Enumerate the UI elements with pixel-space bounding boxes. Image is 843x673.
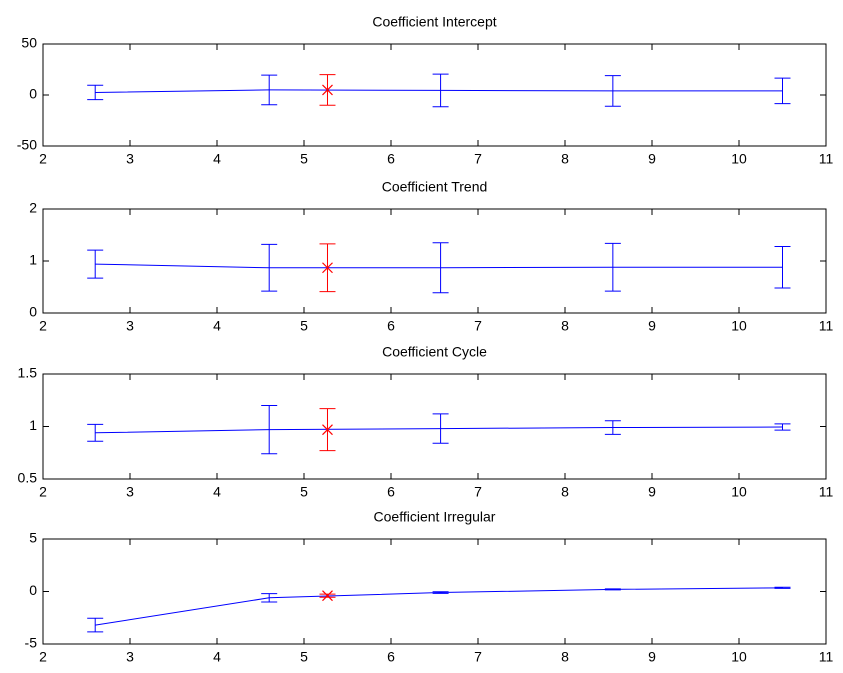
- y-tick-label: 1.5: [18, 365, 38, 381]
- x-tick-label: 3: [126, 318, 134, 334]
- x-tick-label: 2: [39, 484, 47, 500]
- axes-box: [42, 208, 827, 314]
- y-tick-label: -5: [25, 635, 38, 651]
- x-tick-label: 9: [648, 151, 656, 167]
- x-tick-label: 7: [474, 649, 482, 665]
- x-tick-label: 2: [39, 151, 47, 167]
- error-bar: [604, 420, 621, 435]
- x-tick-label: 4: [213, 151, 221, 167]
- x-tick-label: 9: [648, 484, 656, 500]
- x-tick-label: 7: [474, 484, 482, 500]
- series-line: [95, 426, 783, 434]
- x-tick-label: 8: [561, 649, 569, 665]
- marker: [322, 424, 333, 436]
- x-tick-label: 6: [387, 318, 395, 334]
- x-tick-label: 11: [819, 318, 834, 334]
- x-tick-label: 10: [731, 151, 747, 167]
- y-tick-label: 0: [29, 304, 37, 320]
- series-line: [95, 89, 783, 93]
- y-tick-label: 2: [29, 200, 37, 216]
- error-bar: [774, 245, 791, 289]
- x-tick-label: 11: [819, 649, 834, 665]
- x-tick-label: 9: [648, 318, 656, 334]
- error-bar: [432, 73, 449, 108]
- x-tick-label: 10: [731, 649, 747, 665]
- x-tick-label: 2: [39, 318, 47, 334]
- subplot-title: Coefficient Intercept: [372, 14, 496, 30]
- x-tick-label: 2: [39, 649, 47, 665]
- y-tick-label: 5: [29, 530, 37, 546]
- error-bar: [261, 593, 278, 603]
- x-tick-label: 3: [126, 151, 134, 167]
- x-tick-label: 4: [213, 484, 221, 500]
- error-bar: [261, 74, 278, 106]
- error-bar: [604, 242, 621, 292]
- y-tick-label: 0: [29, 86, 37, 102]
- x-tick-label: 6: [387, 649, 395, 665]
- x-tick-label: 5: [300, 649, 308, 665]
- subplot-title: Coefficient Irregular: [374, 509, 496, 525]
- x-tick-label: 8: [561, 318, 569, 334]
- error-bar: [261, 405, 278, 455]
- x-tick-label: 6: [387, 151, 395, 167]
- y-tick-label: 50: [21, 35, 37, 51]
- error-bar: [261, 243, 278, 292]
- y-tick-label: -50: [17, 137, 37, 153]
- x-tick-label: 10: [731, 484, 747, 500]
- error-bar: [604, 588, 621, 591]
- error-bar: [87, 84, 104, 101]
- error-bar: [87, 249, 104, 279]
- error-bar: [432, 413, 449, 444]
- x-tick-label: 5: [300, 318, 308, 334]
- subplot-title: Coefficient Cycle: [382, 344, 487, 360]
- x-tick-label: 5: [300, 151, 308, 167]
- x-tick-label: 11: [819, 151, 834, 167]
- x-tick-label: 7: [474, 318, 482, 334]
- error-bar: [432, 242, 449, 294]
- error-bar: [87, 617, 104, 633]
- x-tick-label: 4: [213, 318, 221, 334]
- y-tick-label: 0.5: [18, 470, 38, 486]
- marker: [322, 262, 333, 274]
- error-bar: [774, 586, 791, 589]
- x-tick-label: 9: [648, 649, 656, 665]
- x-tick-label: 8: [561, 151, 569, 167]
- series-line: [95, 263, 783, 269]
- error-bar: [774, 77, 791, 105]
- axes-box: [42, 373, 827, 480]
- x-tick-label: 4: [213, 649, 221, 665]
- error-bar: [432, 591, 449, 594]
- axes-box: [42, 43, 827, 147]
- x-tick-label: 10: [731, 318, 747, 334]
- x-tick-label: 6: [387, 484, 395, 500]
- x-tick-label: 7: [474, 151, 482, 167]
- y-tick-label: 1: [29, 417, 37, 433]
- x-tick-label: 5: [300, 484, 308, 500]
- x-tick-label: 11: [819, 484, 834, 500]
- marker: [322, 590, 333, 602]
- marker: [322, 84, 333, 96]
- subplot-title: Coefficient Trend: [382, 179, 488, 195]
- x-tick-label: 8: [561, 484, 569, 500]
- y-tick-label: 0: [29, 582, 37, 598]
- error-bar: [604, 75, 621, 107]
- error-bar: [87, 423, 104, 442]
- error-bar: [774, 423, 791, 431]
- y-tick-label: 1: [29, 252, 37, 268]
- x-tick-label: 3: [126, 649, 134, 665]
- x-tick-label: 3: [126, 484, 134, 500]
